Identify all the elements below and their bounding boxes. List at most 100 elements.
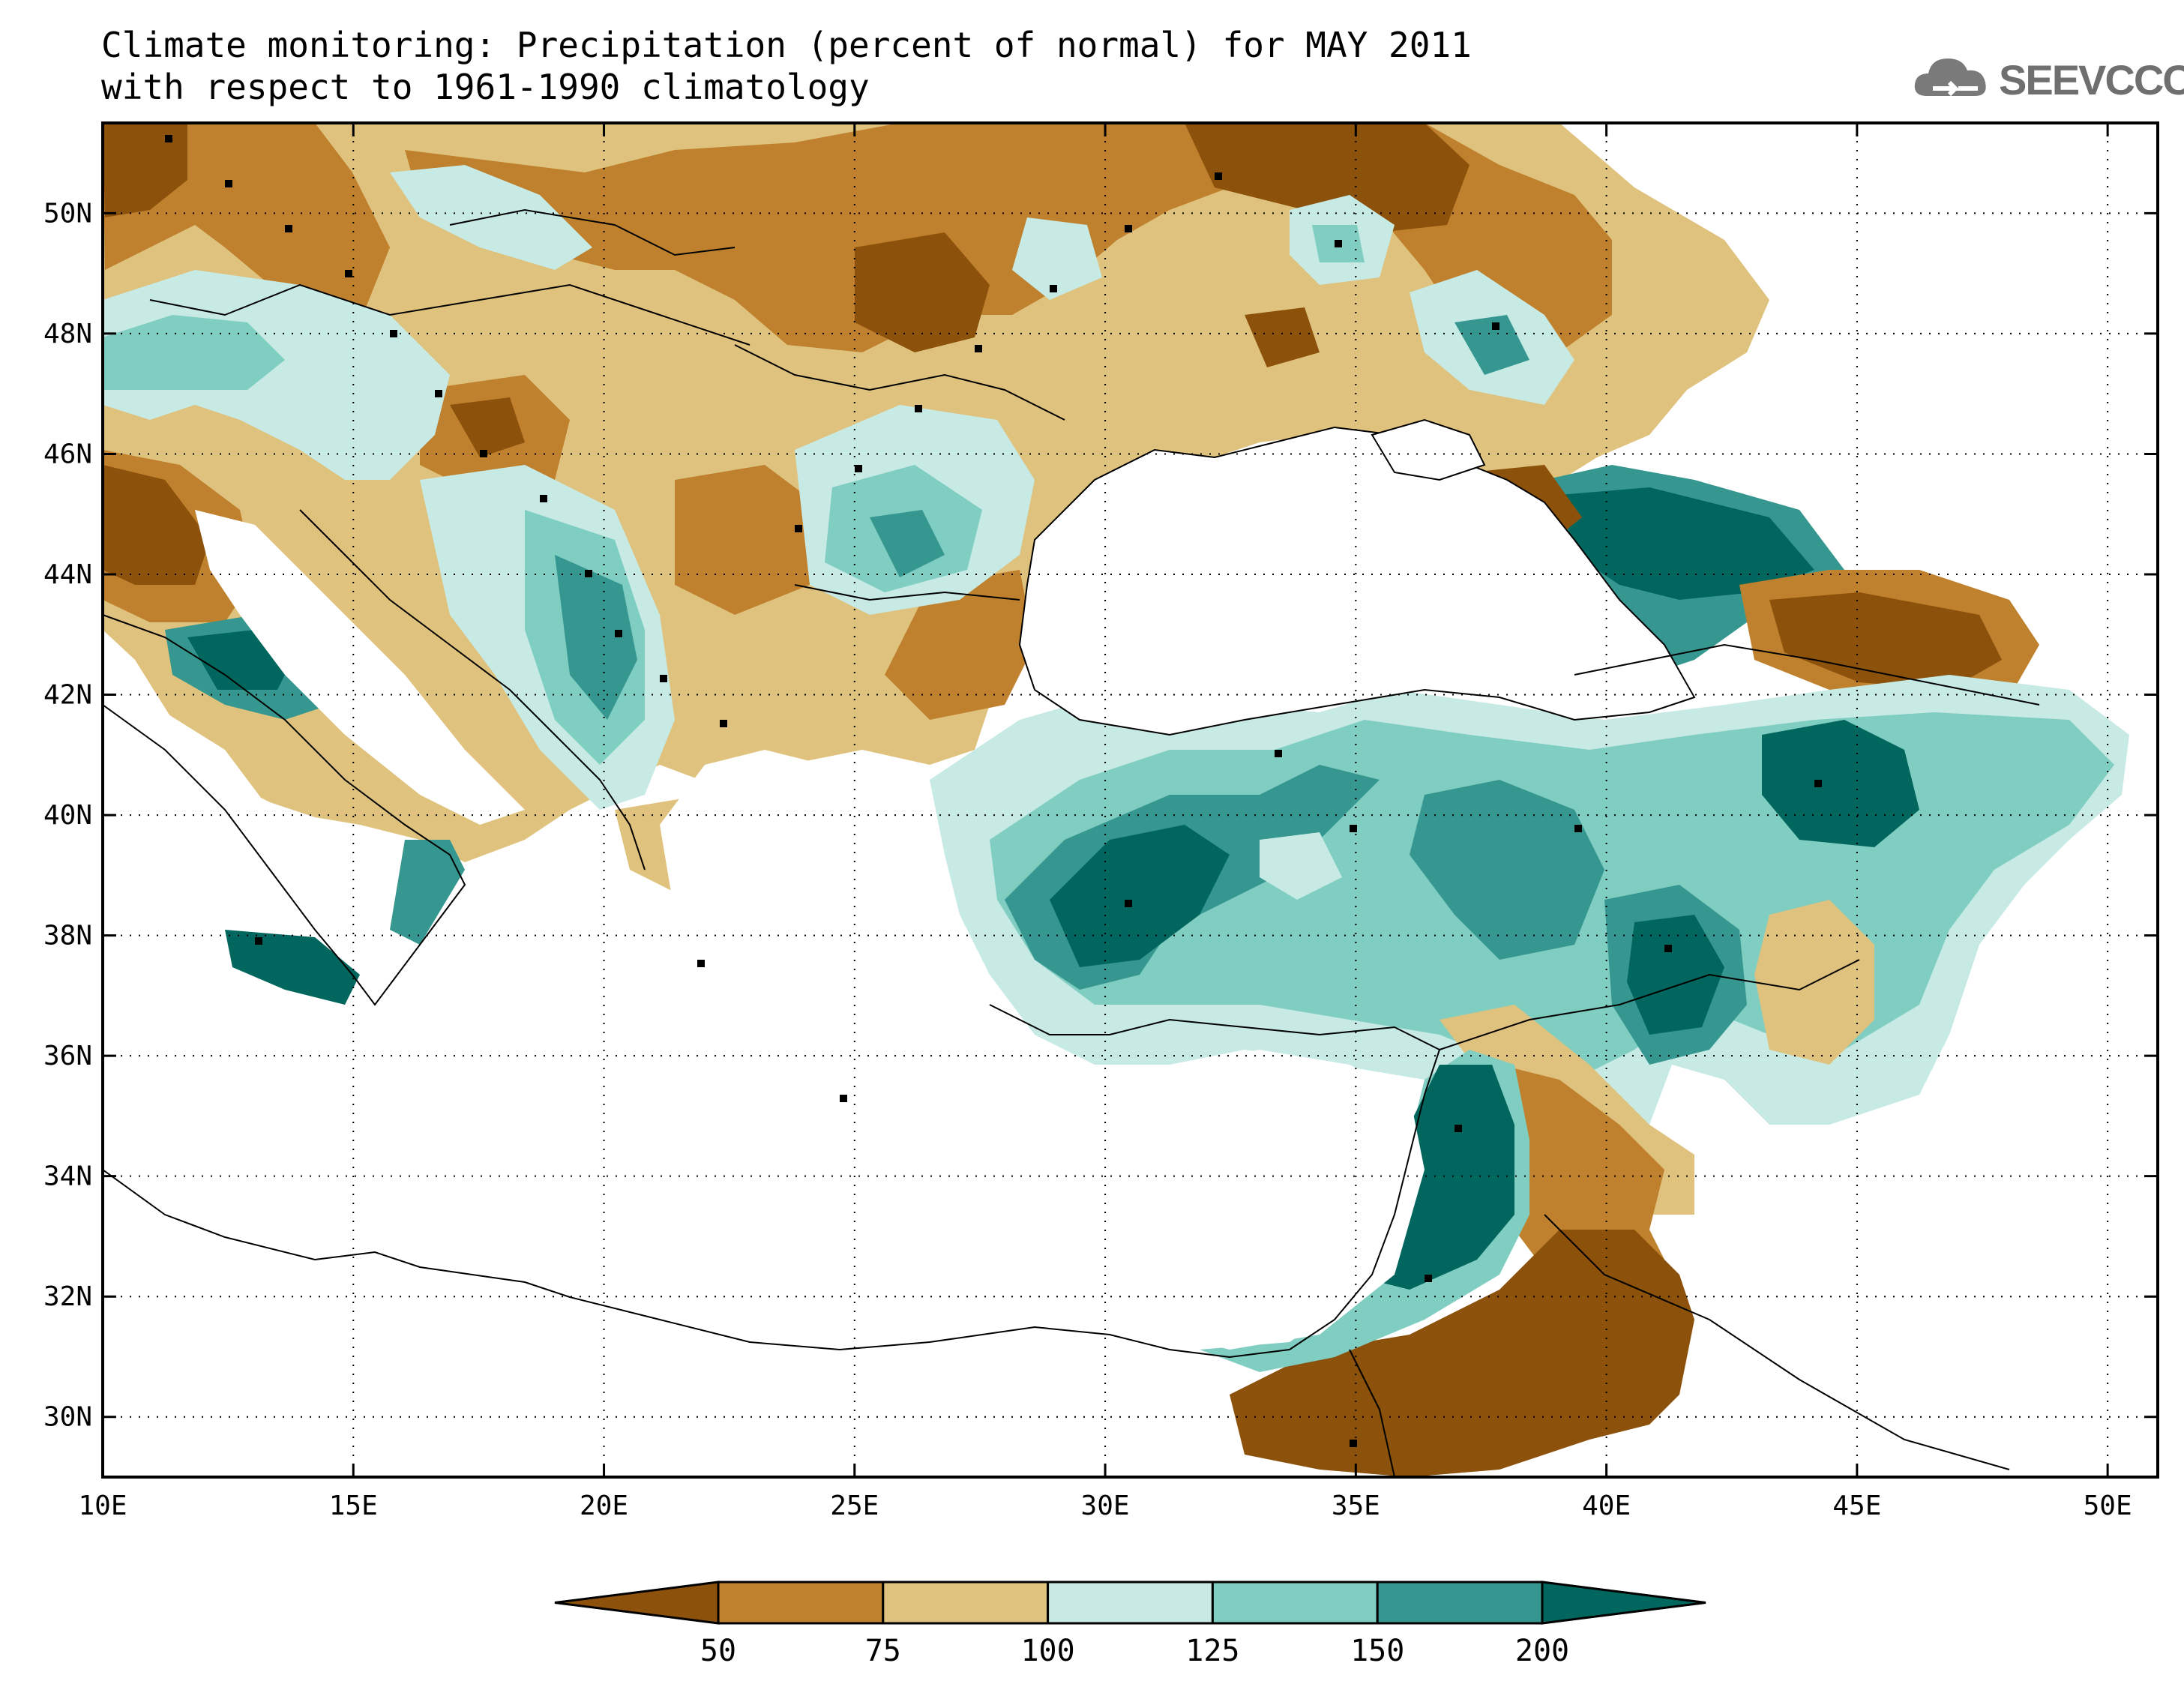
colorbar-label: 150 (1350, 1634, 1404, 1668)
field-armenia-very-wet (1762, 720, 1919, 847)
border-7 (1544, 1214, 2010, 1470)
map-plot-area (103, 123, 2158, 1477)
y-tick-label: 46N (43, 439, 92, 469)
tyrrhenian-sea (103, 675, 360, 930)
station-marker (795, 525, 802, 532)
x-tick-label: 25E (830, 1491, 879, 1521)
map-title: Climate monitoring: Precipitation (perce… (101, 24, 1472, 108)
station-marker (1492, 322, 1499, 330)
field-north-very-dry-5 (450, 397, 525, 457)
y-tick-label: 38N (43, 921, 92, 951)
field-north-wet-4 (1012, 217, 1102, 300)
border-5 (1574, 643, 2040, 706)
station-marker (1574, 825, 1582, 832)
station-marker (435, 390, 442, 397)
station-marker (540, 495, 547, 502)
station-marker (1275, 750, 1282, 757)
field-north-very-dry-6 (1245, 307, 1320, 367)
border-6 (1439, 959, 1860, 1050)
border-2 (449, 208, 735, 256)
colorbar-label: 100 (1020, 1634, 1074, 1668)
station-marker (285, 225, 292, 232)
field-anatolia-very-wet-2 (1627, 915, 1724, 1035)
field-north-very-dry-1 (103, 123, 187, 217)
y-axis: 30N 32N 34N 36N 38N 40N 42N 44N 46N 48N 50N (43, 198, 2158, 1433)
station-marker (225, 180, 232, 187)
colorbar-extend-high (1541, 1581, 1706, 1625)
station-marker (697, 960, 705, 967)
station-marker (720, 720, 727, 727)
italy-coast (103, 614, 466, 1006)
mediterranean-sea (103, 750, 1425, 1350)
border-8 (1349, 1349, 1395, 1477)
y-tick-label: 48N (43, 319, 92, 349)
field-north-dry-4 (675, 465, 825, 615)
colorbar-label: 50 (700, 1634, 736, 1668)
station-marker (915, 405, 922, 412)
field-anatolia-very-wet-1 (1050, 825, 1230, 967)
logo-text: SEEVCCC (1999, 56, 2184, 103)
colorbar-label: 200 (1515, 1634, 1569, 1668)
gridlines (103, 123, 2158, 1477)
x-tick-label: 35E (1332, 1491, 1380, 1521)
map-frame (101, 121, 2159, 1479)
title-line-1: Climate monitoring: Precipitation (perce… (101, 25, 1472, 65)
x-tick-label: 45E (1832, 1491, 1881, 1521)
field-north-very-dry-4 (103, 465, 210, 585)
x-tick-label: 20E (580, 1491, 628, 1521)
field-calabria-wet (390, 840, 465, 945)
station-marker (345, 270, 352, 277)
azov-sea (1371, 418, 1486, 481)
station-marker (855, 465, 862, 472)
field-north-dry-5 (885, 570, 1035, 720)
station-marker (1215, 172, 1222, 180)
station-marker (1425, 1275, 1432, 1282)
x-tick-label: 10E (78, 1491, 127, 1521)
x-tick-label: 15E (329, 1491, 378, 1521)
y-tick-label: 40N (43, 800, 92, 831)
sea-masks (103, 418, 1696, 1350)
colorbar-box (1211, 1581, 1379, 1625)
station-marker (1350, 1440, 1357, 1447)
black-sea (1018, 426, 1696, 736)
field-balkan-wet-3 (870, 510, 945, 577)
y-tick-label: 30N (43, 1402, 92, 1433)
north-africa-coast (103, 1169, 1290, 1359)
field-sicily-wet (225, 930, 360, 1005)
station-markers (165, 135, 1822, 1447)
station-marker (1350, 825, 1357, 832)
colorbar-box (1047, 1581, 1214, 1625)
adriatic-east-coast (299, 509, 646, 870)
coastlines (103, 208, 2040, 1477)
y-tick-label: 32N (43, 1281, 92, 1312)
colorbar-box (1376, 1581, 1544, 1625)
colorbar-label: 125 (1185, 1634, 1239, 1668)
y-tick-label: 44N (43, 559, 92, 590)
colorbar-label: 75 (865, 1634, 901, 1668)
field-west-balkan-wet-3 (555, 555, 637, 720)
border-4 (794, 584, 1020, 601)
station-marker (1455, 1125, 1462, 1132)
y-tick-label: 36N (43, 1041, 92, 1071)
station-marker (1335, 240, 1342, 247)
station-marker (1125, 900, 1132, 907)
cloud-icon (1914, 58, 1986, 97)
border-1 (149, 283, 750, 346)
field-caucasus-very-dry (1769, 592, 2002, 690)
station-marker (1664, 945, 1672, 952)
field-north-very-dry-3 (855, 232, 990, 352)
border-3 (734, 344, 1065, 421)
field-anatolia-wet-light (1260, 832, 1342, 900)
station-marker (585, 570, 592, 577)
station-marker (660, 675, 667, 682)
y-tick-label: 50N (43, 198, 92, 229)
station-marker (1814, 780, 1822, 787)
station-marker (615, 630, 622, 637)
field-north-very-dry-2 (1185, 123, 1469, 232)
station-marker (390, 330, 397, 337)
field-levant-very-dry (1230, 1230, 1694, 1477)
station-marker (165, 135, 172, 142)
station-marker (255, 937, 262, 945)
title-line-2: with respect to 1961-1990 climatology (101, 67, 870, 107)
